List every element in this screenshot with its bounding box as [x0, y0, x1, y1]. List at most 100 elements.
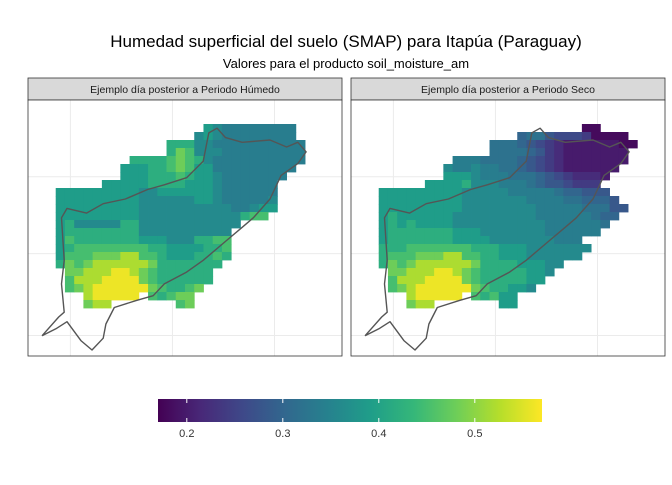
heatmap-cell [600, 156, 610, 165]
heatmap-cell [157, 220, 167, 229]
heatmap-cell [600, 140, 610, 149]
heatmap-cell [489, 236, 500, 245]
heatmap-cell [609, 196, 620, 205]
heatmap-cell [508, 140, 518, 149]
heatmap-cell [452, 236, 463, 245]
heatmap-cell [563, 212, 574, 221]
heatmap-cell [600, 132, 610, 141]
heatmap-cell [461, 260, 472, 269]
heatmap-cell [517, 188, 527, 197]
heatmap-cell [489, 156, 500, 165]
heatmap-cell [415, 236, 426, 245]
heatmap-cell [240, 172, 251, 181]
heatmap-cell [591, 124, 601, 133]
heatmap-cell [508, 300, 518, 309]
heatmap-cell [424, 276, 435, 285]
heatmap-cell [240, 156, 251, 165]
heatmap-cell [406, 276, 417, 285]
heatmap-cell [535, 172, 546, 181]
heatmap-cell [471, 188, 481, 197]
heatmap-cell [185, 180, 195, 189]
heatmap-cell [258, 164, 269, 173]
heatmap-cell [101, 292, 112, 301]
heatmap-cell [120, 204, 130, 213]
heatmap-cell [563, 172, 574, 181]
heatmap-cell [157, 284, 167, 293]
heatmap-cell [166, 284, 177, 293]
heatmap-cell [581, 132, 592, 141]
heatmap-cell [83, 236, 94, 245]
heatmap-cell [554, 196, 564, 205]
heatmap-cell [221, 140, 232, 149]
heatmap-cell [581, 172, 592, 181]
heatmap-cell [378, 204, 389, 213]
heatmap-cell [111, 244, 121, 253]
heatmap-cell [148, 268, 158, 277]
heatmap-cell [101, 244, 112, 253]
heatmap-cell [387, 252, 398, 261]
heatmap-cell [581, 212, 592, 221]
heatmap-cell [618, 204, 629, 213]
heatmap-cell [83, 212, 94, 221]
heatmap-cell [203, 124, 214, 133]
heatmap-cell [249, 196, 260, 205]
heatmap-cell [203, 180, 214, 189]
heatmap-cell [92, 276, 103, 285]
heatmap-cell [471, 276, 481, 285]
heatmap-cell [563, 132, 574, 141]
heatmap-cell [101, 236, 112, 245]
heatmap-cell [166, 268, 177, 277]
heatmap-cell [185, 284, 195, 293]
heatmap-cell [434, 188, 444, 197]
heatmap-cell [138, 268, 149, 277]
heatmap-cell [295, 140, 306, 149]
heatmap-cell [83, 252, 94, 261]
heatmap-cell [231, 156, 241, 165]
heatmap-cell [194, 148, 204, 157]
heatmap-cell [212, 164, 223, 173]
heatmap-cell [526, 244, 537, 253]
heatmap-cell [92, 244, 103, 253]
heatmap-cell [415, 212, 426, 221]
heatmap-cell [415, 188, 426, 197]
heatmap-cell [74, 196, 84, 205]
heatmap-cell [461, 156, 472, 165]
heatmap-cell [498, 196, 509, 205]
heatmap-cell [129, 164, 140, 173]
heatmap-cell [544, 260, 555, 269]
heatmap-cell [471, 204, 481, 213]
heatmap-cell [129, 252, 140, 261]
heatmap-cell [544, 196, 555, 205]
heatmap-cell [101, 204, 112, 213]
heatmap-cell [526, 284, 537, 293]
heatmap-cell [249, 156, 260, 165]
heatmap-cell [185, 252, 195, 261]
heatmap-cell [212, 228, 223, 237]
heatmap-cell [138, 204, 149, 213]
heatmap-cell [185, 244, 195, 253]
heatmap-cell [378, 228, 389, 237]
heatmap-cell [452, 292, 463, 301]
heatmap-cell [120, 244, 130, 253]
heatmap-cell [92, 228, 103, 237]
heatmap-cell [480, 156, 490, 165]
heatmap-cell [563, 188, 574, 197]
heatmap-cell [581, 188, 592, 197]
heatmap-cell [74, 228, 84, 237]
heatmap-cell [277, 164, 287, 173]
heatmap-cell [148, 212, 158, 221]
heatmap-cell [378, 244, 389, 253]
heatmap-cell [517, 252, 527, 261]
heatmap-cell [609, 156, 620, 165]
heatmap-cell [461, 228, 472, 237]
heatmap-cell [544, 252, 555, 261]
heatmap-cell [397, 260, 407, 269]
heatmap-cell [387, 204, 398, 213]
heatmap-cell [378, 220, 389, 229]
heatmap-cell [286, 148, 297, 157]
heatmap-cell [157, 156, 167, 165]
heatmap-cell [138, 188, 149, 197]
heatmap-cell [434, 244, 444, 253]
heatmap-cell [387, 228, 398, 237]
heatmap-cell [535, 188, 546, 197]
